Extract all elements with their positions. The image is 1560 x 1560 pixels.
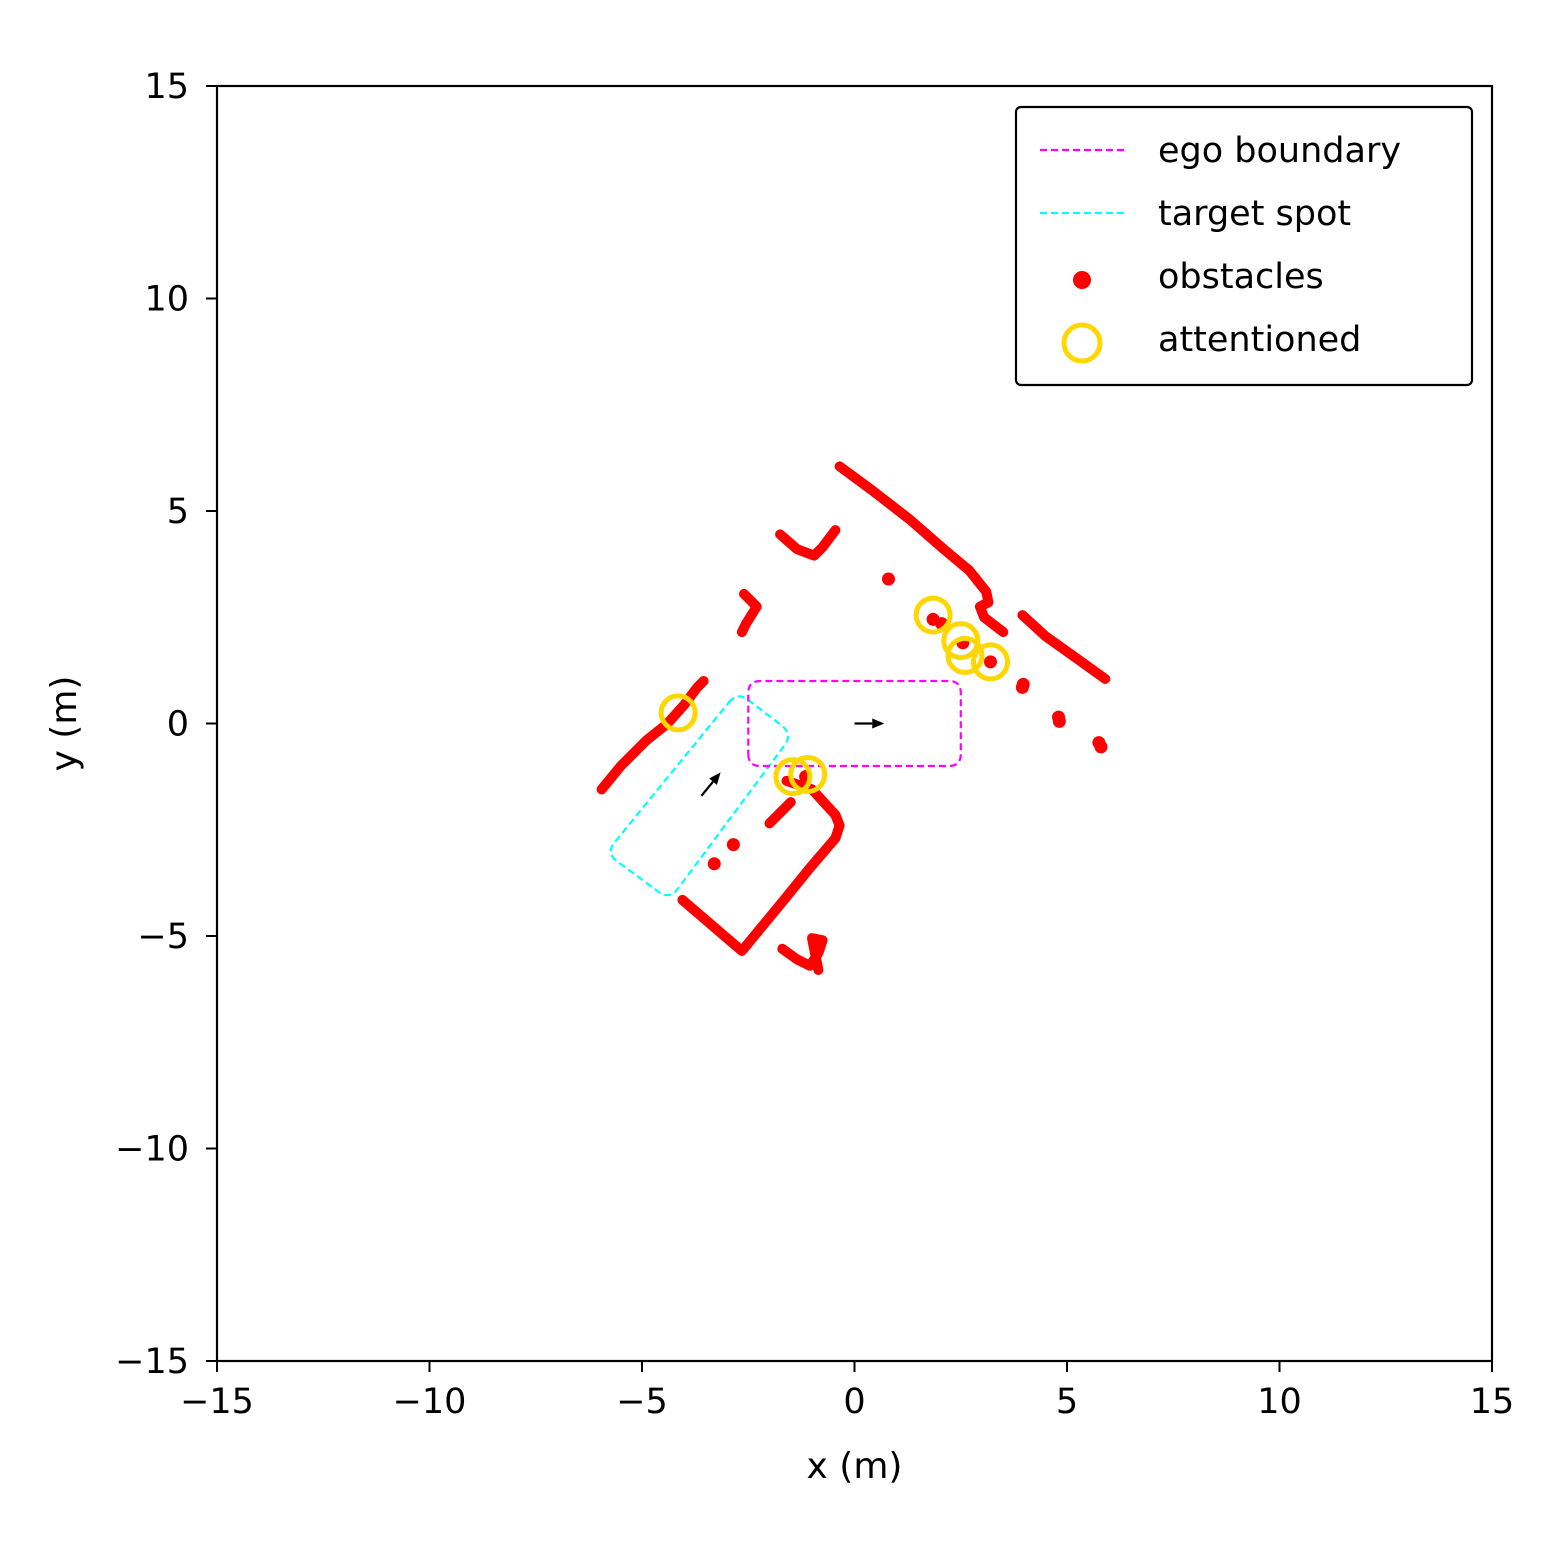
y-tick-label: −5 [137,917,189,957]
attentioned-marker-2 [913,595,953,635]
legend-swatch-3 [1073,271,1091,289]
legend-label-1: ego boundary [1158,131,1401,171]
attentioned-marker-4 [945,636,985,675]
legend-label-3: obstacles [1158,257,1324,297]
heading-arrows-layer [700,718,885,797]
attentioned-marker-1 [658,693,698,733]
obstacle-point-5 [1052,714,1066,728]
y-axis-label: y (m) [44,676,85,772]
y-tick-label: −15 [115,1342,189,1382]
x-tick-label: 10 [1257,1382,1302,1422]
attentioned-layer [658,595,1010,797]
x-tick-label: −10 [393,1382,467,1422]
attentioned-marker-6 [773,757,813,797]
obstacle-point-14 [984,655,997,669]
obstacle-point-9 [707,857,721,871]
obstacle-segment-6 [677,775,845,956]
target-spot-layer [609,695,790,897]
attentioned-marker-7 [788,755,828,794]
obstacle-point-1 [882,572,895,586]
obstacle-segment-8 [764,797,796,829]
x-axis-ticks: −15 −10 −5 0 5 10 15 [180,1361,1514,1422]
y-axis-ticks: −15 −10 −5 0 5 10 15 [115,67,217,1382]
ego-heading-arrow-head [872,718,885,729]
x-tick-label: 0 [843,1382,865,1422]
attentioned-marker-5 [971,642,1010,682]
obstacle-point-3 [1016,677,1030,691]
x-axis-label: x (m) [807,1446,903,1487]
x-tick-label: 15 [1470,1382,1515,1422]
y-tick-label: 5 [167,492,189,532]
x-tick-label: −15 [180,1382,254,1422]
legend-box [1014,105,1474,387]
y-tick-label: 0 [167,705,189,745]
obstacle-segment-1 [834,461,1009,638]
obstacle-segment-3 [775,525,841,561]
attentioned-marker-3 [941,621,981,661]
ego-boundary-outline [747,679,962,768]
x-tick-label: 5 [1056,1382,1078,1422]
x-tick-label: −5 [616,1382,668,1422]
target-heading-arrow-head [709,772,721,785]
legend-swatch-4 [1061,322,1103,364]
obstacle-segment-7 [777,933,828,975]
y-tick-label: −10 [115,1130,189,1170]
obstacles-layer [596,461,1111,975]
legend-label-2: target spot [1158,194,1351,234]
obstacle-point-7 [1094,740,1108,754]
y-tick-label: 15 [144,67,189,107]
obstacle-point-8 [726,838,740,852]
ego-boundary-layer [747,679,962,768]
legend-label-4: attentioned [1158,320,1361,360]
obstacle-segment-4 [736,588,762,638]
legend: ego boundary target spot obstacles attentio… [1014,105,1474,387]
obstacle-segment-2 [1017,610,1111,684]
target-heading-arrow-shaft [700,780,714,797]
y-tick-label: 10 [144,280,189,320]
target-spot-outline [609,695,790,897]
